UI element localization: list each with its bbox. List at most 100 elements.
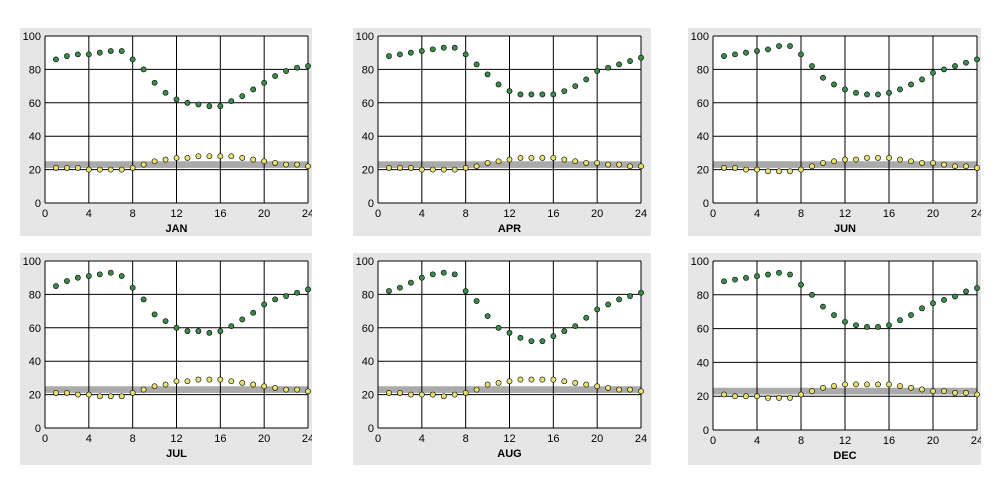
upper-series-point [732,51,738,58]
upper-series-point [765,46,771,53]
lower-series-point [173,155,180,161]
lower-series-point [721,391,727,398]
y-tick-label: 20 [29,390,41,402]
upper-series-point [776,43,782,49]
upper-series-point [765,271,771,278]
lower-series-point [842,381,848,388]
lower-series-point [305,163,311,170]
lower-series-point [429,391,436,398]
upper-series-point [908,81,914,88]
upper-series-point [638,54,644,61]
lower-series-point [539,376,546,383]
upper-series-point [809,291,815,298]
y-tick-label: 80 [697,64,709,76]
upper-series-point [930,300,936,307]
y-tick-label: 80 [29,289,41,301]
lower-series-point [429,166,436,173]
lower-series-point [217,376,224,383]
upper-series-point [787,43,793,49]
upper-series-point [561,88,568,95]
y-tick-label: 80 [362,64,374,76]
lower-series-point [853,381,859,388]
lower-series-point [294,161,300,168]
upper-series-point [397,284,403,291]
lower-series-point [440,393,447,400]
upper-series-point [162,89,169,96]
lower-series-point [627,163,633,170]
y-tick-label: 0 [368,423,374,435]
lower-series-point [407,391,414,398]
lower-series-point [228,378,235,385]
y-tick-label: 20 [29,165,41,177]
upper-series-point [118,273,125,279]
month-label: JUL [166,448,187,460]
upper-series-point [462,51,469,58]
x-tick-label: 24 [971,208,981,220]
y-tick-label: 100 [23,256,41,268]
y-tick-label: 0 [368,198,374,210]
upper-series-point [809,63,815,69]
x-tick-label: 4 [86,208,92,220]
lower-series-point [627,386,633,393]
lower-series-point [561,378,568,385]
y-tick-label: 20 [697,391,709,403]
lower-series-point [974,391,980,398]
lower-series-point [583,160,590,166]
y-tick-label: 0 [703,198,709,210]
upper-series-point [594,306,601,313]
upper-series-point [261,301,268,308]
x-tick-label: 8 [463,433,469,445]
upper-series-point [473,61,480,68]
lower-series-point [528,376,535,383]
x-tick-label: 12 [503,208,515,220]
upper-series-point [107,48,114,54]
y-tick-label: 40 [29,131,41,143]
upper-series-point [239,93,246,100]
y-tick-label: 80 [362,289,374,301]
lower-series-point [162,156,169,163]
upper-series-point [85,51,92,58]
lower-series-point [908,384,914,391]
x-tick-label: 8 [130,433,136,445]
upper-series-point [831,312,837,318]
lower-series-point [550,376,557,383]
upper-series-point [798,281,804,288]
upper-series-point [140,296,147,303]
upper-series-point [451,271,458,278]
lower-series-point [787,394,793,401]
upper-series-point [283,293,289,299]
y-tick-label: 60 [697,324,709,336]
lower-series-point [440,166,447,173]
lower-series-point [952,163,958,170]
y-tick-label: 60 [29,323,41,335]
lower-series-point [261,158,268,165]
upper-series-point [974,285,980,291]
lower-series-point [528,155,535,161]
upper-series-point [283,68,289,74]
y-tick-label: 100 [23,31,41,43]
lower-series-point [605,161,612,168]
lower-series-point [875,381,881,388]
x-tick-label: 12 [170,208,182,220]
lower-series-point [129,390,136,396]
upper-series-point [897,86,903,93]
upper-series-point [627,293,633,299]
upper-series-point [963,59,969,66]
x-tick-label: 0 [710,208,716,220]
lower-series-point [462,390,469,396]
lower-series-point [732,165,738,171]
lower-series-point [217,153,224,160]
lower-series-point [638,163,644,170]
upper-series-point [305,286,311,293]
y-tick-label: 0 [35,423,41,435]
upper-series-point [886,322,892,329]
x-tick-label: 8 [463,208,469,220]
upper-series-point [820,303,826,310]
y-tick-label: 20 [362,165,374,177]
month-label: DEC [833,450,856,462]
y-tick-label: 60 [697,98,709,110]
upper-series-point [853,322,859,329]
chart-panel-jan: 0 20 40 60 80 100 0 4 8 12 16 20 24 JAN [20,28,312,236]
lower-series-point [151,383,158,390]
y-tick-label: 0 [35,198,41,210]
